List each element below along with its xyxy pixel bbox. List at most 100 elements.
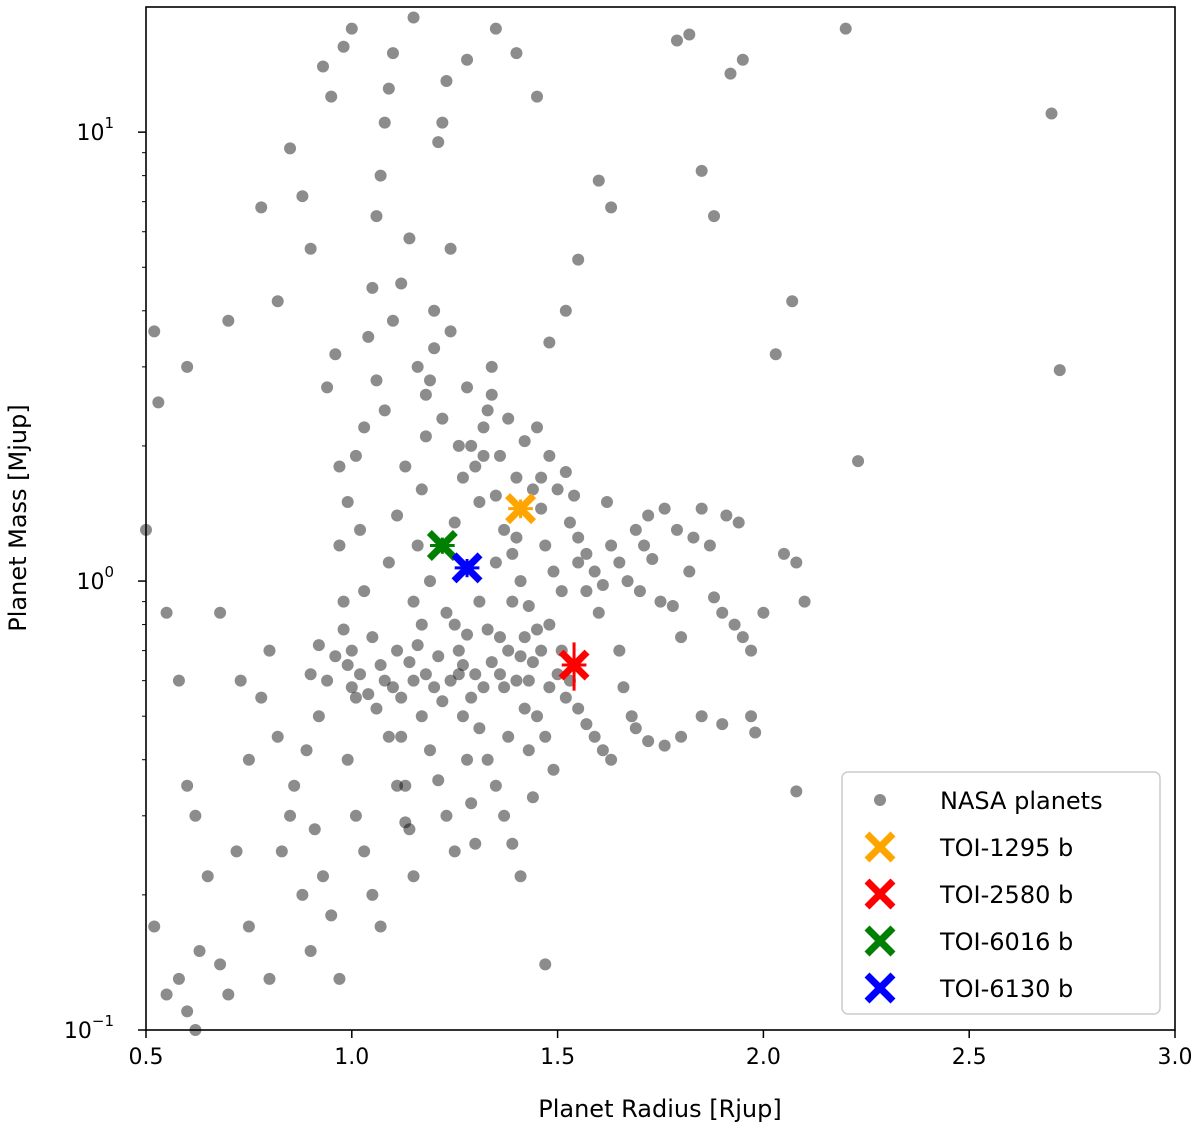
nasa-planet-point — [415, 710, 428, 723]
nasa-planet-point — [580, 718, 593, 731]
nasa-planet-point — [432, 136, 445, 149]
nasa-planet-point — [716, 606, 729, 619]
nasa-planet-point — [284, 809, 297, 822]
nasa-planet-point — [284, 142, 297, 155]
nasa-planet-point — [489, 489, 502, 502]
nasa-planet-point — [366, 888, 379, 901]
nasa-planet-point — [407, 870, 420, 883]
nasa-planet-point — [510, 47, 523, 60]
y-tick-exponent-1: 0 — [104, 563, 114, 581]
nasa-planet-point — [736, 53, 749, 66]
nasa-planet-point — [596, 744, 609, 757]
nasa-planet-point — [382, 82, 395, 95]
nasa-planet-point — [382, 556, 395, 569]
x-tick-label-1: 1.0 — [334, 1045, 369, 1070]
nasa-planet-point — [522, 674, 535, 687]
nasa-planet-point — [745, 710, 758, 723]
legend-label-toi-6130-b: TOI-6130 b — [939, 975, 1073, 1003]
nasa-planet-point — [502, 730, 515, 743]
nasa-planet-point — [440, 809, 453, 822]
nasa-planet-point — [345, 22, 358, 35]
nasa-planet-point — [559, 304, 572, 317]
nasa-planet-point — [407, 11, 420, 24]
nasa-planet-point — [288, 779, 301, 792]
nasa-planet-point — [304, 242, 317, 255]
nasa-planet-point — [448, 516, 461, 529]
nasa-planet-point — [498, 523, 511, 536]
nasa-planet-point — [341, 659, 354, 672]
nasa-planet-point — [275, 845, 288, 858]
nasa-planet-point — [531, 623, 544, 636]
nasa-planet-point — [255, 691, 268, 704]
nasa-planet-point — [358, 845, 371, 858]
nasa-planet-point — [370, 210, 383, 223]
nasa-planet-point — [456, 659, 469, 672]
nasa-planet-point — [230, 845, 243, 858]
nasa-planet-point — [485, 360, 498, 373]
nasa-planet-point — [448, 845, 461, 858]
nasa-planet-point — [201, 870, 214, 883]
y-tick-label-1: 100 — [76, 563, 114, 595]
nasa-planet-point — [465, 797, 478, 810]
nasa-planet-point — [629, 722, 642, 735]
nasa-planet-point — [148, 325, 161, 338]
nasa-planet-point — [349, 691, 362, 704]
nasa-planet-point — [452, 668, 465, 681]
nasa-planet-point — [580, 547, 593, 560]
nasa-planet-point — [481, 404, 494, 417]
nasa-planet-point — [736, 631, 749, 644]
nasa-planet-point — [160, 606, 173, 619]
nasa-planet-point — [777, 547, 790, 560]
nasa-planet-point — [358, 421, 371, 434]
nasa-planet-point — [321, 674, 334, 687]
nasa-planet-point — [444, 674, 457, 687]
nasa-planet-point — [263, 972, 276, 985]
nasa-planet-point — [419, 388, 432, 401]
nasa-planet-point — [415, 483, 428, 496]
legend-marker-toi-6130-b — [864, 972, 896, 1004]
nasa-planet-point — [424, 374, 437, 387]
nasa-planet-point — [670, 523, 683, 536]
nasa-planet-point — [498, 681, 511, 694]
nasa-planet-point — [642, 735, 655, 748]
nasa-planet-point — [172, 972, 185, 985]
nasa-planet-point — [181, 1005, 194, 1018]
nasa-planet-point — [193, 944, 206, 957]
legend-label-nasa-planets: NASA planets — [940, 787, 1103, 815]
nasa-planet-point — [271, 295, 284, 308]
nasa-planet-point — [469, 668, 482, 681]
nasa-planet-point — [362, 688, 375, 701]
nasa-planet-point — [481, 753, 494, 766]
nasa-planet-point — [526, 656, 539, 669]
nasa-planet-point — [666, 599, 679, 612]
nasa-planet-point — [444, 242, 457, 255]
y-tick-exponent-0: −1 — [92, 1012, 114, 1030]
nasa-planet-point — [263, 644, 276, 657]
nasa-planet-point — [374, 659, 387, 672]
nasa-planet-point — [374, 920, 387, 933]
nasa-planet-point — [477, 421, 490, 434]
nasa-planet-point — [337, 40, 350, 53]
nasa-planet-point — [675, 631, 688, 644]
nasa-planet-point — [790, 556, 803, 569]
nasa-planet-point — [683, 28, 696, 41]
nasa-planet-point — [518, 631, 531, 644]
nasa-planet-point — [596, 579, 609, 592]
nasa-planet-point — [675, 730, 688, 743]
nasa-planet-point — [522, 744, 535, 757]
nasa-planet-point — [411, 360, 424, 373]
nasa-planet-point — [214, 958, 227, 971]
legend-marker-toi-1295-b — [864, 831, 896, 863]
nasa-planet-point — [489, 22, 502, 35]
nasa-planet-point — [629, 523, 642, 536]
legend-marker-toi-6016-b — [864, 925, 896, 957]
nasa-planet-point — [172, 674, 185, 687]
nasa-planet-point — [543, 618, 556, 631]
nasa-planet-point — [687, 531, 700, 544]
y-tick-label-0: 10−1 — [64, 1012, 114, 1044]
nasa-planet-point — [189, 809, 202, 822]
nasa-planet-point — [386, 681, 399, 694]
nasa-planet-point — [555, 585, 568, 598]
nasa-planet-point — [424, 744, 437, 757]
nasa-planet-point — [852, 455, 865, 468]
